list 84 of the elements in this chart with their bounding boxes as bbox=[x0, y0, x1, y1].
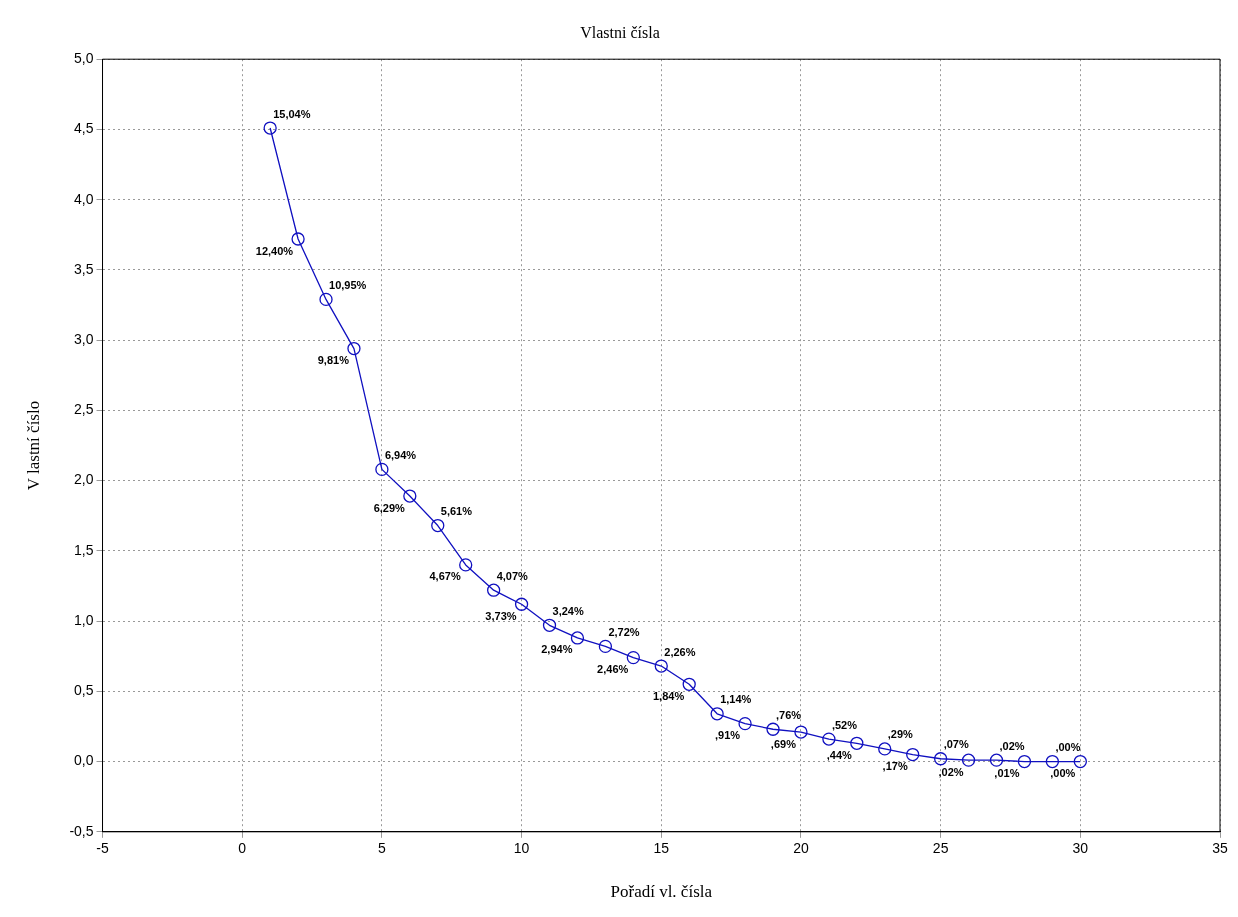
x-tick-label: 15 bbox=[653, 840, 670, 857]
annotation: 9,81% bbox=[317, 354, 350, 367]
x-tick-label: -5 bbox=[96, 840, 109, 857]
annotation: 3,24% bbox=[552, 604, 584, 617]
point bbox=[598, 639, 613, 654]
annotation: 2,94% bbox=[541, 643, 573, 656]
x-tick-label: 5 bbox=[377, 840, 386, 857]
annotation: 6,94% bbox=[384, 448, 417, 461]
y-tick-label: 1,5 bbox=[74, 541, 94, 558]
chart-title: Vlastni čísla bbox=[580, 23, 660, 41]
annotation: ,44% bbox=[826, 748, 853, 761]
point bbox=[1017, 754, 1032, 769]
point bbox=[514, 597, 529, 611]
point bbox=[878, 742, 892, 756]
annotation: ,17% bbox=[882, 760, 908, 773]
annotation: 4,67% bbox=[429, 570, 461, 583]
point bbox=[403, 489, 417, 503]
annotation: ,52% bbox=[831, 718, 858, 731]
annotation: 2,46% bbox=[597, 663, 629, 676]
annotation: 15,04% bbox=[273, 107, 311, 120]
annotation: ,00% bbox=[1050, 767, 1076, 780]
y-tick-label: 5,0 bbox=[74, 50, 94, 67]
annotation: 1,14% bbox=[720, 693, 752, 706]
point bbox=[989, 753, 1004, 767]
point bbox=[738, 716, 752, 731]
annotation: 2,26% bbox=[664, 645, 696, 658]
point bbox=[682, 677, 696, 691]
point bbox=[459, 558, 473, 572]
point bbox=[794, 725, 808, 739]
annotation: 10,95% bbox=[329, 278, 367, 291]
annotation: ,00% bbox=[1055, 741, 1081, 754]
point bbox=[850, 736, 864, 750]
point bbox=[766, 722, 780, 736]
y-tick-label: 1,0 bbox=[74, 611, 94, 628]
point bbox=[347, 341, 361, 356]
point bbox=[1045, 754, 1060, 769]
annotation: 5,61% bbox=[440, 505, 473, 518]
point bbox=[431, 518, 445, 533]
annotation: 2,72% bbox=[608, 625, 640, 638]
y-tick-label: 0,5 bbox=[74, 682, 94, 699]
point bbox=[486, 583, 501, 597]
annotation: ,07% bbox=[943, 738, 969, 751]
x-tick-label: 0 bbox=[238, 840, 247, 857]
y-tick-label: 2,0 bbox=[74, 471, 94, 488]
annotation: 4,07% bbox=[496, 569, 529, 582]
x-tick-label: 25 bbox=[932, 840, 949, 857]
y-tick-label: 4,0 bbox=[74, 190, 94, 207]
y-tick-label: 3,0 bbox=[74, 331, 94, 347]
annotation: ,29% bbox=[887, 728, 914, 741]
annotation: 6,29% bbox=[373, 501, 406, 514]
y-tick-label: 4,5 bbox=[74, 120, 94, 137]
y-tick-label: -0,5 bbox=[69, 822, 94, 839]
annotation: ,91% bbox=[714, 729, 741, 742]
point bbox=[933, 752, 948, 766]
point bbox=[710, 707, 724, 721]
x-tick-label: 10 bbox=[513, 840, 530, 857]
annotation: 3,73% bbox=[485, 609, 517, 622]
y-tick-label: 0,0 bbox=[74, 752, 94, 769]
point bbox=[263, 121, 277, 135]
point bbox=[319, 292, 333, 307]
point bbox=[626, 650, 640, 665]
point bbox=[961, 753, 976, 767]
y-tick-label: 3,5 bbox=[74, 260, 94, 277]
x-tick-label: 35 bbox=[1212, 840, 1228, 857]
y-axis-title: V lastní číslo bbox=[23, 400, 43, 491]
x-tick-label: 20 bbox=[793, 840, 809, 857]
point bbox=[822, 732, 836, 746]
point bbox=[542, 618, 557, 632]
point bbox=[654, 659, 668, 673]
point bbox=[375, 462, 389, 477]
annotation: ,02% bbox=[999, 739, 1025, 752]
x-tick-label: 30 bbox=[1072, 840, 1089, 857]
x-axis-title: Pořadí vl. čísla bbox=[610, 882, 713, 902]
y-tick-label: 2,5 bbox=[74, 401, 94, 418]
point bbox=[570, 631, 585, 645]
point bbox=[906, 747, 920, 762]
annotation: 1,84% bbox=[653, 689, 685, 702]
point bbox=[291, 232, 305, 246]
point bbox=[1073, 754, 1087, 769]
annotation: ,01% bbox=[994, 767, 1020, 780]
annotation: ,69% bbox=[770, 737, 797, 750]
annotation: 12,40% bbox=[255, 244, 294, 257]
annotation: ,02% bbox=[938, 765, 964, 778]
annotation: ,76% bbox=[776, 708, 802, 721]
